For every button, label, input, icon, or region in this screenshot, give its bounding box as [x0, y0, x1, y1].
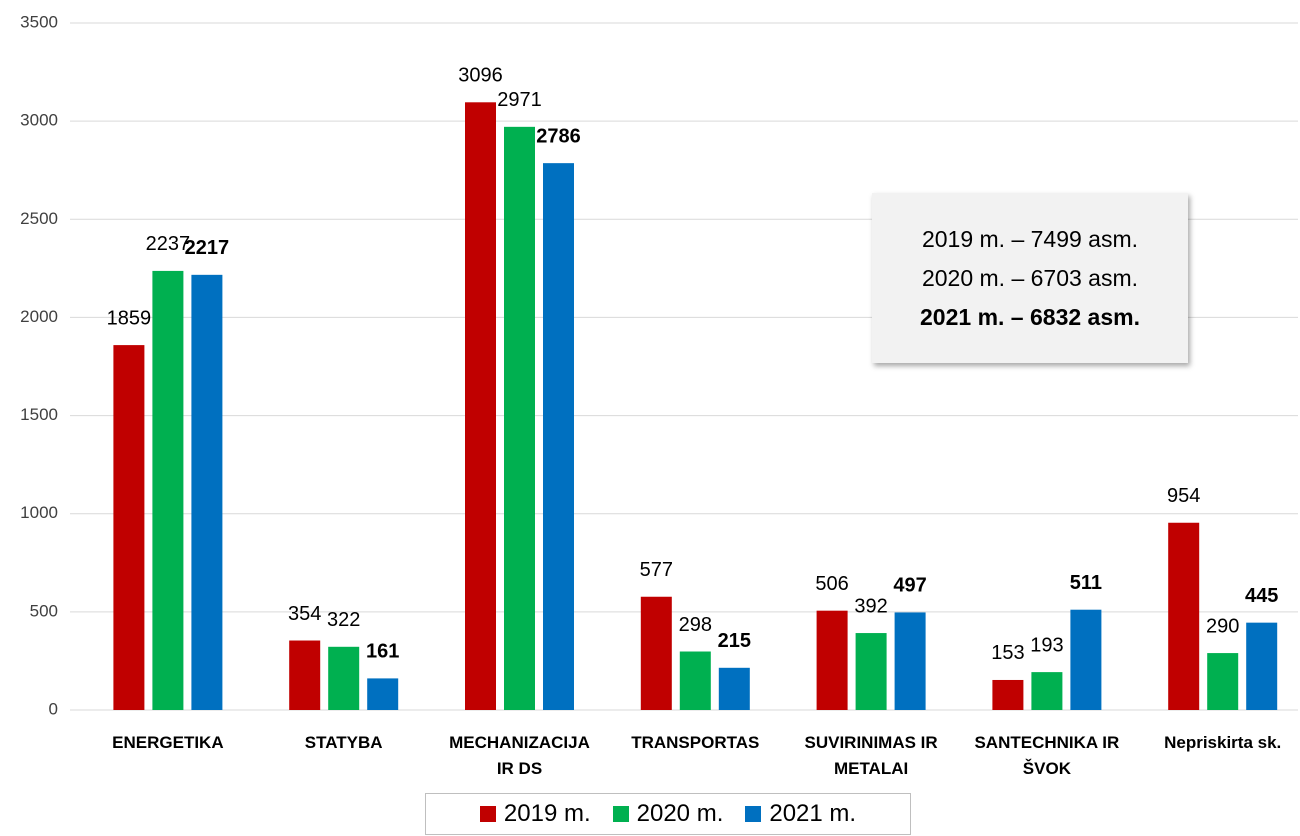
bar	[328, 646, 360, 710]
y-tick-label: 500	[30, 601, 58, 620]
y-tick-label: 1000	[20, 503, 58, 522]
bar	[1031, 672, 1063, 710]
data-label: 215	[718, 630, 751, 652]
data-label: 354	[288, 603, 321, 625]
bar	[816, 610, 848, 710]
bar	[289, 640, 321, 710]
y-tick-label: 2000	[20, 307, 58, 326]
bar	[367, 678, 399, 710]
x-tick-label: SANTECHNIKA IR ŠVOK	[974, 733, 1120, 778]
legend-swatch	[612, 806, 629, 822]
bar	[894, 612, 926, 710]
bar	[113, 345, 145, 710]
bar	[1246, 622, 1278, 710]
legend-item: 2021 m.	[745, 800, 856, 828]
bar	[152, 270, 184, 710]
data-label: 2971	[497, 89, 542, 111]
y-tick-label: 0	[49, 699, 58, 718]
data-label: 193	[1030, 634, 1063, 656]
y-tick-label: 2500	[20, 209, 58, 228]
legend-swatch	[745, 806, 762, 822]
x-tick-label: SUVIRINIMAS IR METALAI	[804, 733, 938, 778]
bar	[191, 274, 223, 710]
x-tick-label: Nepriskirta sk.	[1164, 733, 1282, 752]
legend-label: 2019 m.	[503, 800, 591, 827]
data-label: 298	[679, 614, 712, 636]
legend-label: 2021 m.	[769, 800, 857, 827]
data-label: 392	[854, 595, 887, 617]
data-label: 954	[1167, 485, 1200, 507]
bar	[679, 651, 711, 710]
bar	[465, 102, 496, 710]
data-label: 2217	[185, 237, 230, 259]
legend-label: 2020 m.	[636, 800, 724, 827]
x-tick-label: STATYBA	[304, 733, 383, 752]
legend-item: 2020 m.	[612, 800, 724, 828]
x-tick-label: TRANSPORTAS	[631, 733, 760, 752]
annotation: 2019 m. – 7499 asm.	[921, 225, 1139, 252]
data-label: 3096	[458, 65, 503, 87]
data-label: 161	[366, 641, 399, 663]
bar	[504, 126, 535, 710]
data-label: 2237	[146, 233, 191, 255]
bar	[543, 163, 574, 710]
y-tick-label: 1500	[20, 405, 58, 424]
x-tick-label: MECHANIZACIJA IR DS	[449, 733, 590, 778]
data-label: 497	[893, 575, 926, 597]
legend-item: 2019 m.	[479, 800, 591, 828]
y-tick-label: 3000	[20, 111, 58, 130]
x-tick-label: ENERGETIKA	[112, 733, 224, 752]
annotation: 2021 m. – 6832 asm.	[920, 303, 1140, 330]
data-label: 153	[991, 642, 1024, 664]
legend: 2019 m. 2020 m. 2021 m.	[425, 793, 911, 835]
bar	[855, 633, 887, 710]
bar	[1207, 653, 1239, 710]
data-label: 445	[1245, 585, 1278, 607]
data-label: 322	[327, 609, 360, 631]
data-label: 577	[640, 559, 673, 581]
bar	[640, 596, 672, 710]
bar	[1168, 522, 1200, 710]
data-label: 506	[815, 573, 848, 595]
bar	[718, 667, 750, 710]
data-label: 290	[1206, 615, 1239, 637]
legend-swatch	[479, 806, 496, 822]
data-label: 1859	[107, 307, 152, 329]
data-label: 511	[1070, 572, 1102, 594]
bar	[992, 679, 1024, 710]
bar	[1070, 609, 1102, 710]
y-tick-label: 3500	[20, 12, 58, 31]
data-label: 2786	[536, 125, 581, 147]
annotation: 2020 m. – 6703 asm.	[921, 264, 1139, 291]
summary-box: 2019 m. – 7499 asm. 2020 m. – 6703 asm. 20…	[872, 193, 1188, 363]
